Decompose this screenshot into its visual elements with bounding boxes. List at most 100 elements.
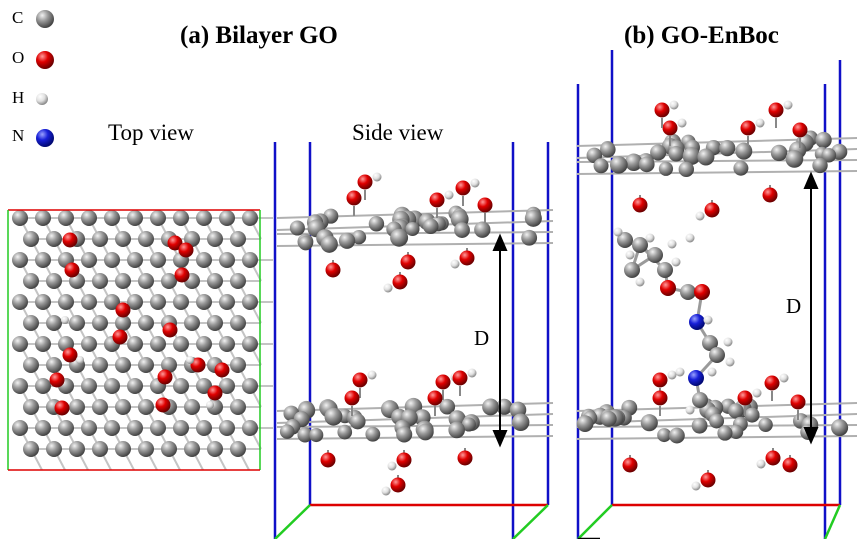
atom-h — [675, 367, 685, 377]
atom-h — [383, 283, 393, 293]
legend-label-nitrogen: N — [12, 126, 25, 145]
atom-c — [279, 424, 295, 439]
atom-h — [667, 370, 677, 380]
atom-c — [161, 357, 177, 373]
atom-c — [173, 294, 189, 310]
atom-c — [58, 210, 74, 226]
bond — [276, 424, 554, 428]
atom-c — [242, 378, 258, 394]
atom-c — [657, 262, 673, 278]
atom-c — [219, 378, 235, 394]
atom-o — [396, 452, 412, 468]
atom-c — [390, 228, 409, 247]
atom-c — [127, 252, 143, 268]
atom-c — [23, 315, 39, 331]
atom-o — [62, 232, 78, 248]
atom-c — [638, 156, 655, 173]
atom-o — [157, 369, 173, 385]
atom-c — [69, 441, 85, 457]
atom-c — [219, 294, 235, 310]
side-view-a-layers — [276, 172, 554, 496]
atom-c — [115, 357, 131, 373]
atom-c — [138, 315, 154, 331]
atom-h — [671, 257, 681, 267]
distance-label-b: D — [786, 294, 802, 318]
atom-c — [702, 335, 718, 351]
top-view-panel — [7, 209, 273, 471]
atom-c — [593, 158, 609, 174]
atom-c — [242, 210, 258, 226]
atom-c — [58, 420, 74, 436]
atom-c — [230, 273, 246, 289]
distance-arrow-a — [492, 233, 508, 448]
atom-o — [190, 357, 206, 373]
atom-c — [161, 273, 177, 289]
atom-o — [429, 192, 445, 208]
atom-c — [127, 336, 143, 352]
atom-c — [521, 229, 538, 246]
atom-c — [600, 410, 617, 427]
atom-c — [12, 378, 28, 394]
atom-c — [617, 232, 633, 248]
atom-c — [46, 231, 62, 247]
panel-a-title: (a) Bilayer GO — [180, 22, 338, 49]
atom-c — [23, 399, 39, 415]
atom-c — [640, 414, 658, 432]
atom-c — [770, 144, 788, 162]
atom-c — [242, 336, 258, 352]
atom-c — [161, 441, 177, 457]
atom-c — [717, 425, 733, 441]
atom-c — [173, 378, 189, 394]
distance-arrow-b — [803, 171, 819, 445]
atom-c — [337, 424, 353, 440]
atom-c — [511, 413, 530, 432]
atom-c — [35, 420, 51, 436]
atom-c — [12, 336, 28, 352]
atom-o — [357, 174, 373, 190]
atom-c — [821, 147, 837, 163]
atom-o — [54, 400, 70, 416]
atom-c — [417, 423, 434, 441]
atom-c — [647, 247, 663, 263]
side-view-label: Side view — [352, 120, 444, 145]
atom-c — [69, 399, 85, 415]
atom-c — [58, 294, 74, 310]
atom-o — [400, 254, 416, 270]
atom-o — [457, 450, 473, 466]
atom-o — [435, 374, 451, 390]
atom-c — [92, 357, 108, 373]
legend-carbon-sphere — [36, 10, 54, 28]
atom-c — [173, 210, 189, 226]
atom-o — [344, 390, 360, 406]
atom-c — [115, 441, 131, 457]
legend-oxygen-sphere — [36, 51, 54, 69]
atom-c — [230, 399, 246, 415]
atom-h — [645, 233, 655, 243]
atom-c — [115, 315, 131, 331]
atom-h — [467, 368, 477, 378]
atom-c — [150, 420, 166, 436]
atom-c — [138, 273, 154, 289]
atom-h — [635, 277, 645, 287]
atom-n — [688, 370, 704, 386]
atom-c — [289, 220, 305, 236]
atom-c — [758, 417, 773, 433]
atom-c — [242, 252, 258, 268]
atom-c — [127, 420, 143, 436]
atom-c — [600, 141, 616, 158]
atom-o — [320, 452, 336, 468]
atom-c — [35, 252, 51, 268]
atom-c — [12, 420, 28, 436]
atom-o — [790, 394, 806, 410]
atom-c — [92, 315, 108, 331]
atom-c — [81, 336, 97, 352]
atom-h — [61, 316, 69, 324]
atom-c — [12, 210, 28, 226]
atom-o — [782, 457, 798, 473]
atom-h — [450, 259, 460, 269]
atom-c — [624, 262, 640, 278]
atom-h — [756, 459, 766, 469]
atom-h — [695, 211, 705, 221]
atom-c — [609, 156, 628, 174]
atom-c — [320, 235, 338, 253]
